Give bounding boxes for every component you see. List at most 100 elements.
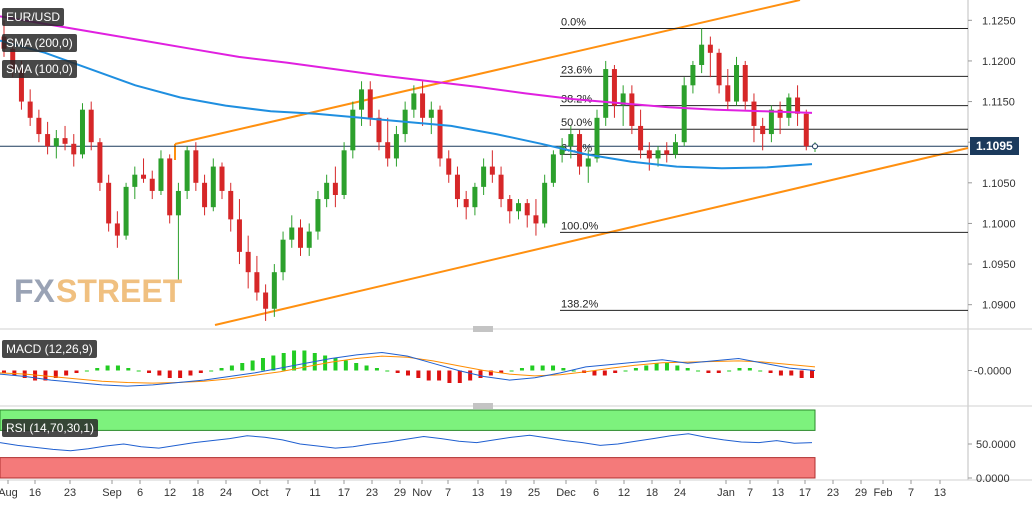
candle-body bbox=[542, 182, 548, 224]
macd-histogram-bar bbox=[198, 370, 203, 373]
macd-label-text: MACD (12,26,9) bbox=[6, 342, 93, 356]
macd-histogram-bar bbox=[12, 370, 17, 376]
x-tick-label: 12 bbox=[618, 487, 630, 499]
candle-body bbox=[481, 166, 487, 187]
macd-pane bbox=[0, 350, 816, 387]
sma200-label-text: SMA (200,0) bbox=[6, 36, 73, 50]
candle-body bbox=[707, 44, 713, 53]
candle-body bbox=[359, 89, 365, 110]
macd-histogram-bar bbox=[747, 368, 752, 371]
x-tick-label: Jan bbox=[717, 487, 735, 499]
macd-histogram-bar bbox=[157, 370, 162, 376]
candle-body bbox=[655, 150, 661, 159]
candle-body bbox=[664, 150, 670, 155]
candle-body bbox=[577, 134, 583, 167]
candle-body bbox=[620, 93, 626, 106]
candle-body bbox=[193, 150, 199, 183]
macd-histogram-bar bbox=[105, 365, 110, 371]
rsi-pane bbox=[0, 409, 816, 479]
candle-body bbox=[62, 138, 68, 144]
candle-body bbox=[507, 199, 513, 212]
macd-histogram-bar bbox=[654, 363, 659, 371]
macd-histogram-bar bbox=[240, 363, 245, 371]
candle-body bbox=[524, 203, 530, 216]
sma200-label[interactable]: SMA (200,0) bbox=[2, 34, 77, 52]
candle-body bbox=[516, 203, 522, 212]
macd-histogram-bar bbox=[219, 368, 224, 371]
x-tick-label: 7 bbox=[445, 487, 451, 499]
candle-body bbox=[603, 69, 609, 118]
macd-histogram-bar bbox=[271, 355, 276, 371]
fib-label: 0.0% bbox=[561, 16, 586, 28]
candle-body bbox=[219, 166, 225, 191]
candle-body bbox=[280, 239, 286, 273]
candle-body bbox=[202, 182, 208, 208]
rsi-label[interactable]: RSI (14,70,30,1) bbox=[2, 419, 99, 437]
macd-histogram-bar bbox=[395, 370, 400, 373]
moving-averages bbox=[0, 15, 813, 170]
macd-histogram-bar bbox=[302, 350, 307, 371]
macd-histogram-bar bbox=[385, 370, 390, 372]
candle-body bbox=[786, 97, 792, 118]
macd-histogram-bar bbox=[551, 365, 556, 371]
candle-body bbox=[289, 227, 295, 240]
candle-body bbox=[393, 134, 399, 159]
candle-body bbox=[341, 150, 347, 195]
channel-upper-line bbox=[174, 0, 801, 145]
candle-body bbox=[27, 101, 33, 118]
candle-body bbox=[271, 272, 277, 309]
rsi-overbought-band bbox=[0, 409, 816, 431]
sma100-line bbox=[0, 39, 813, 170]
candle-body bbox=[638, 125, 644, 151]
candle-body bbox=[167, 158, 173, 216]
candle-body bbox=[795, 97, 801, 114]
candle-body bbox=[681, 85, 687, 143]
candle-body bbox=[236, 219, 242, 252]
macd-label[interactable]: MACD (12,26,9) bbox=[2, 340, 97, 358]
macd-histogram-bar bbox=[768, 370, 773, 373]
macd-histogram-bar bbox=[64, 370, 69, 376]
rsi-line bbox=[0, 433, 813, 452]
macd-histogram-bar bbox=[737, 368, 742, 371]
candle-body bbox=[106, 182, 112, 224]
candle-body bbox=[454, 174, 460, 200]
macd-histogram-bar bbox=[799, 370, 804, 378]
macd-histogram-bar bbox=[789, 370, 794, 376]
macd-histogram-bar bbox=[354, 363, 359, 371]
candle-body bbox=[158, 158, 164, 191]
macd-histogram-bar bbox=[84, 370, 89, 372]
x-tick-label: 6 bbox=[137, 487, 143, 499]
x-tick-label: 18 bbox=[646, 487, 658, 499]
macd-histogram-bar bbox=[478, 370, 483, 378]
sma100-label[interactable]: SMA (100,0) bbox=[2, 60, 77, 78]
sma100-label-text: SMA (100,0) bbox=[6, 62, 73, 76]
macd-histogram-bar bbox=[167, 370, 172, 378]
x-tick-label: 7 bbox=[747, 487, 753, 499]
candle-body bbox=[725, 85, 731, 102]
x-tick-label: 18 bbox=[192, 487, 204, 499]
macd-histogram-bar bbox=[374, 368, 379, 371]
x-tick-label: 6 bbox=[593, 487, 599, 499]
candle-body bbox=[760, 125, 766, 135]
candle-body bbox=[141, 174, 147, 179]
y-tick-label: 1.0900 bbox=[982, 300, 1016, 312]
macd-histogram-bar bbox=[571, 370, 576, 372]
macd-histogram-bar bbox=[260, 358, 265, 371]
candle-body bbox=[123, 186, 129, 236]
symbol-label[interactable]: EUR/USD bbox=[2, 8, 65, 26]
macd-histogram-bar bbox=[716, 370, 721, 373]
sma200-line bbox=[0, 15, 813, 114]
candle-body bbox=[742, 65, 748, 102]
candle-body bbox=[672, 142, 678, 155]
rsi-label-text: RSI (14,70,30,1) bbox=[6, 421, 95, 435]
candle-body bbox=[53, 138, 59, 147]
x-tick-label: 23 bbox=[366, 487, 378, 499]
macd-histogram-bar bbox=[727, 370, 732, 372]
macd-histogram-bar bbox=[602, 370, 607, 376]
candle-body bbox=[777, 109, 783, 118]
x-tick-label: 16 bbox=[29, 487, 41, 499]
y-tick-label: 1.1050 bbox=[982, 178, 1016, 190]
symbol-label-text: EUR/USD bbox=[6, 10, 61, 24]
